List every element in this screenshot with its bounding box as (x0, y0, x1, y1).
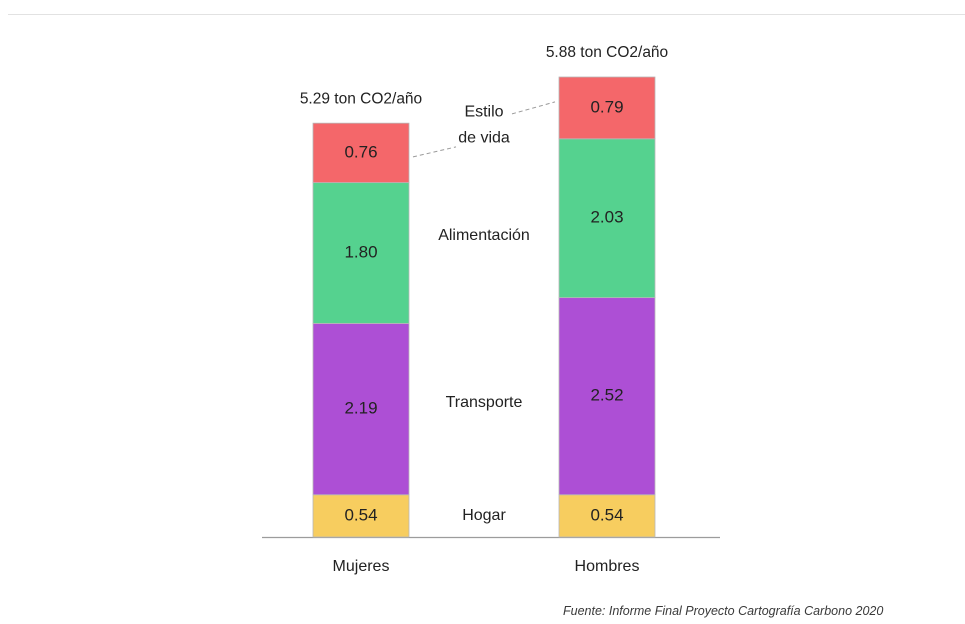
data-label: 0.76 (344, 142, 377, 161)
source-note: Fuente: Informe Final Proyecto Cartograf… (563, 604, 884, 618)
total-label: 5.88 ton CO2/año (546, 44, 668, 61)
bar-segment-hombres-estilo-de-vida (558, 76, 656, 140)
series-label: Hogar (462, 507, 506, 524)
series-label: Transporte (446, 394, 523, 411)
bar-segment-mujeres-estilo-de-vida (312, 122, 410, 184)
top-divider (8, 14, 965, 15)
data-label: 2.52 (590, 386, 623, 405)
data-label: 0.54 (590, 505, 623, 524)
data-label: 2.03 (590, 208, 623, 227)
data-label: 0.79 (590, 97, 623, 116)
data-label: 1.80 (344, 243, 377, 262)
bar-segment-mujeres-transporte (312, 323, 410, 496)
connector-line (412, 146, 457, 158)
total-label: 5.29 ton CO2/año (300, 90, 422, 107)
bar-segment-hombres-transporte (558, 297, 656, 496)
series-label: Alimentación (438, 227, 530, 244)
data-label: 0.54 (344, 505, 377, 524)
series-label: de vida (458, 130, 510, 147)
bar-segment-hombres-alimentación (558, 138, 656, 299)
category-label: Hombres (575, 558, 640, 575)
category-label: Mujeres (333, 558, 390, 575)
data-label: 2.19 (344, 399, 377, 418)
connector-line (511, 101, 556, 115)
series-label: Estilo (464, 104, 503, 121)
bar-segment-hombres-hogar (558, 494, 656, 538)
stacked-bar-chart: 0.54 2.19 1.80 0.76 5.29 ton CO2/año Mujeres 0… (262, 44, 720, 575)
